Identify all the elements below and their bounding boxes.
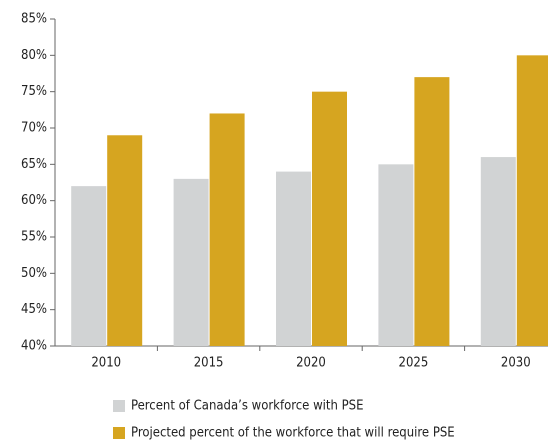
y-tick-label: 75% [21, 84, 47, 99]
y-tick-label: 40% [21, 339, 47, 354]
y-tick-label: 60% [21, 193, 47, 208]
y-tick-label: 55% [21, 230, 47, 245]
bar [71, 186, 107, 346]
bar [312, 91, 347, 347]
bar [480, 157, 516, 346]
bar [414, 77, 450, 346]
bar [378, 164, 414, 346]
y-tick-label: 70% [21, 121, 47, 136]
bar [107, 135, 143, 346]
bar [173, 178, 209, 346]
y-tick-label: 50% [21, 266, 47, 281]
legend-swatch [113, 427, 125, 439]
bar [516, 55, 548, 346]
x-tick-label: 2015 [194, 356, 224, 371]
x-tick-label: 2020 [296, 356, 326, 371]
y-tick-label: 65% [21, 157, 47, 172]
legend-swatch [113, 400, 125, 412]
x-tick-label: 2010 [91, 356, 121, 371]
y-tick-label: 85% [21, 12, 47, 27]
x-tick-label: 2025 [399, 356, 429, 371]
y-tick-label: 45% [21, 302, 47, 317]
legend-label: Projected percent of the workforce that … [131, 426, 455, 441]
x-tick-label: 2030 [501, 356, 531, 371]
bar [276, 171, 311, 346]
legend-label: Percent of Canada’s workforce with PSE [131, 399, 363, 414]
bar [209, 113, 245, 346]
y-tick-label: 80% [21, 48, 47, 63]
